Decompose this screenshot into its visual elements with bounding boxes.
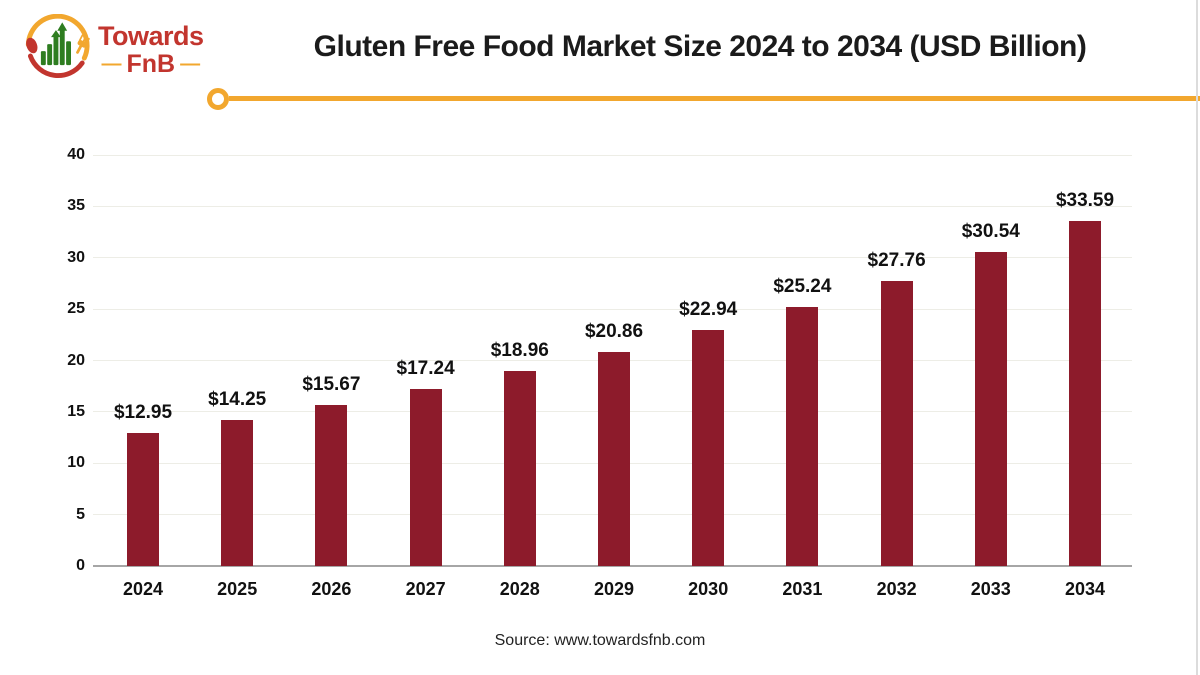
y-gridline [93,154,1132,156]
x-axis-tick-label: 2030 [688,579,729,599]
x-axis-tick-label: 2028 [499,579,540,599]
brand-dash-left: — [101,52,122,75]
x-axis-tick-label: 2033 [970,579,1011,599]
logo-text: Towards — FnB — [98,22,204,77]
right-edge-border [1196,0,1198,675]
bar-value-label: $14.25 [208,388,267,410]
bar [880,280,913,566]
fork-icon [76,34,90,54]
bar [127,432,159,566]
y-gridline [93,205,1132,207]
y-axis-tick-label: 35 [67,197,85,215]
y-axis-tick-label: 25 [67,300,85,318]
y-axis-tick-label: 15 [67,402,85,420]
bar-value-label: $30.54 [961,221,1020,243]
bar [786,306,819,566]
bar [409,388,442,566]
y-axis-tick-label: 20 [67,351,85,369]
bar-value-label: $33.59 [1055,189,1115,211]
towardsfnb-logo-icon [25,14,90,78]
bar [974,252,1007,566]
y-gridline [93,308,1132,310]
bar-value-label: $25.24 [773,275,832,297]
y-axis-tick-label: 40 [67,146,85,163]
x-axis-line [93,565,1132,567]
bar-value-label: $22.94 [679,299,738,321]
bar [221,419,254,566]
x-axis-tick-label: 2034 [1064,579,1106,599]
bar [692,330,725,566]
y-axis-tick-label: 0 [76,557,85,574]
y-axis-tick-label: 10 [67,454,85,472]
bar-value-label: $27.76 [867,249,926,271]
y-axis-tick-label: 30 [67,248,85,266]
bar-value-label: $17.24 [396,357,455,379]
x-axis-tick-label: 2025 [217,579,258,599]
towardsfnb-logo: Towards — FnB — [22,14,204,84]
brand-dash-right: — [180,52,201,75]
bar-value-label: $18.96 [490,340,549,362]
bar-value-label: $12.95 [113,401,173,423]
bar [315,404,348,566]
bar-value-label: $20.86 [584,320,644,342]
source-text: Source: www.towardsfnb.com [494,632,706,649]
divider-circle-icon [207,88,229,110]
brand-name-top: Towards [98,20,204,51]
x-axis-tick-label: 2031 [782,579,823,599]
bar-value-label: $15.67 [302,373,361,395]
x-axis-tick-label: 2024 [122,579,164,599]
logo-red-arc-icon [27,53,85,78]
bar [1069,220,1101,566]
chart-title: Gluten Free Food Market Size 2024 to 203… [313,30,1087,63]
x-axis-tick-label: 2027 [405,579,446,599]
y-axis-tick-label: 5 [76,505,85,523]
x-axis-tick-label: 2032 [876,579,917,599]
brand-name-bottom: FnB [126,49,176,78]
bar [503,371,536,566]
growth-bars-icon [40,22,71,66]
spoon-icon [26,37,38,54]
x-axis-tick-label: 2026 [311,579,352,599]
brand-name-bottom-row: — FnB — [101,51,200,77]
x-axis-tick-label: 2029 [593,579,635,599]
bar [598,351,630,566]
y-gridline [93,257,1132,259]
divider-line [229,96,1200,101]
